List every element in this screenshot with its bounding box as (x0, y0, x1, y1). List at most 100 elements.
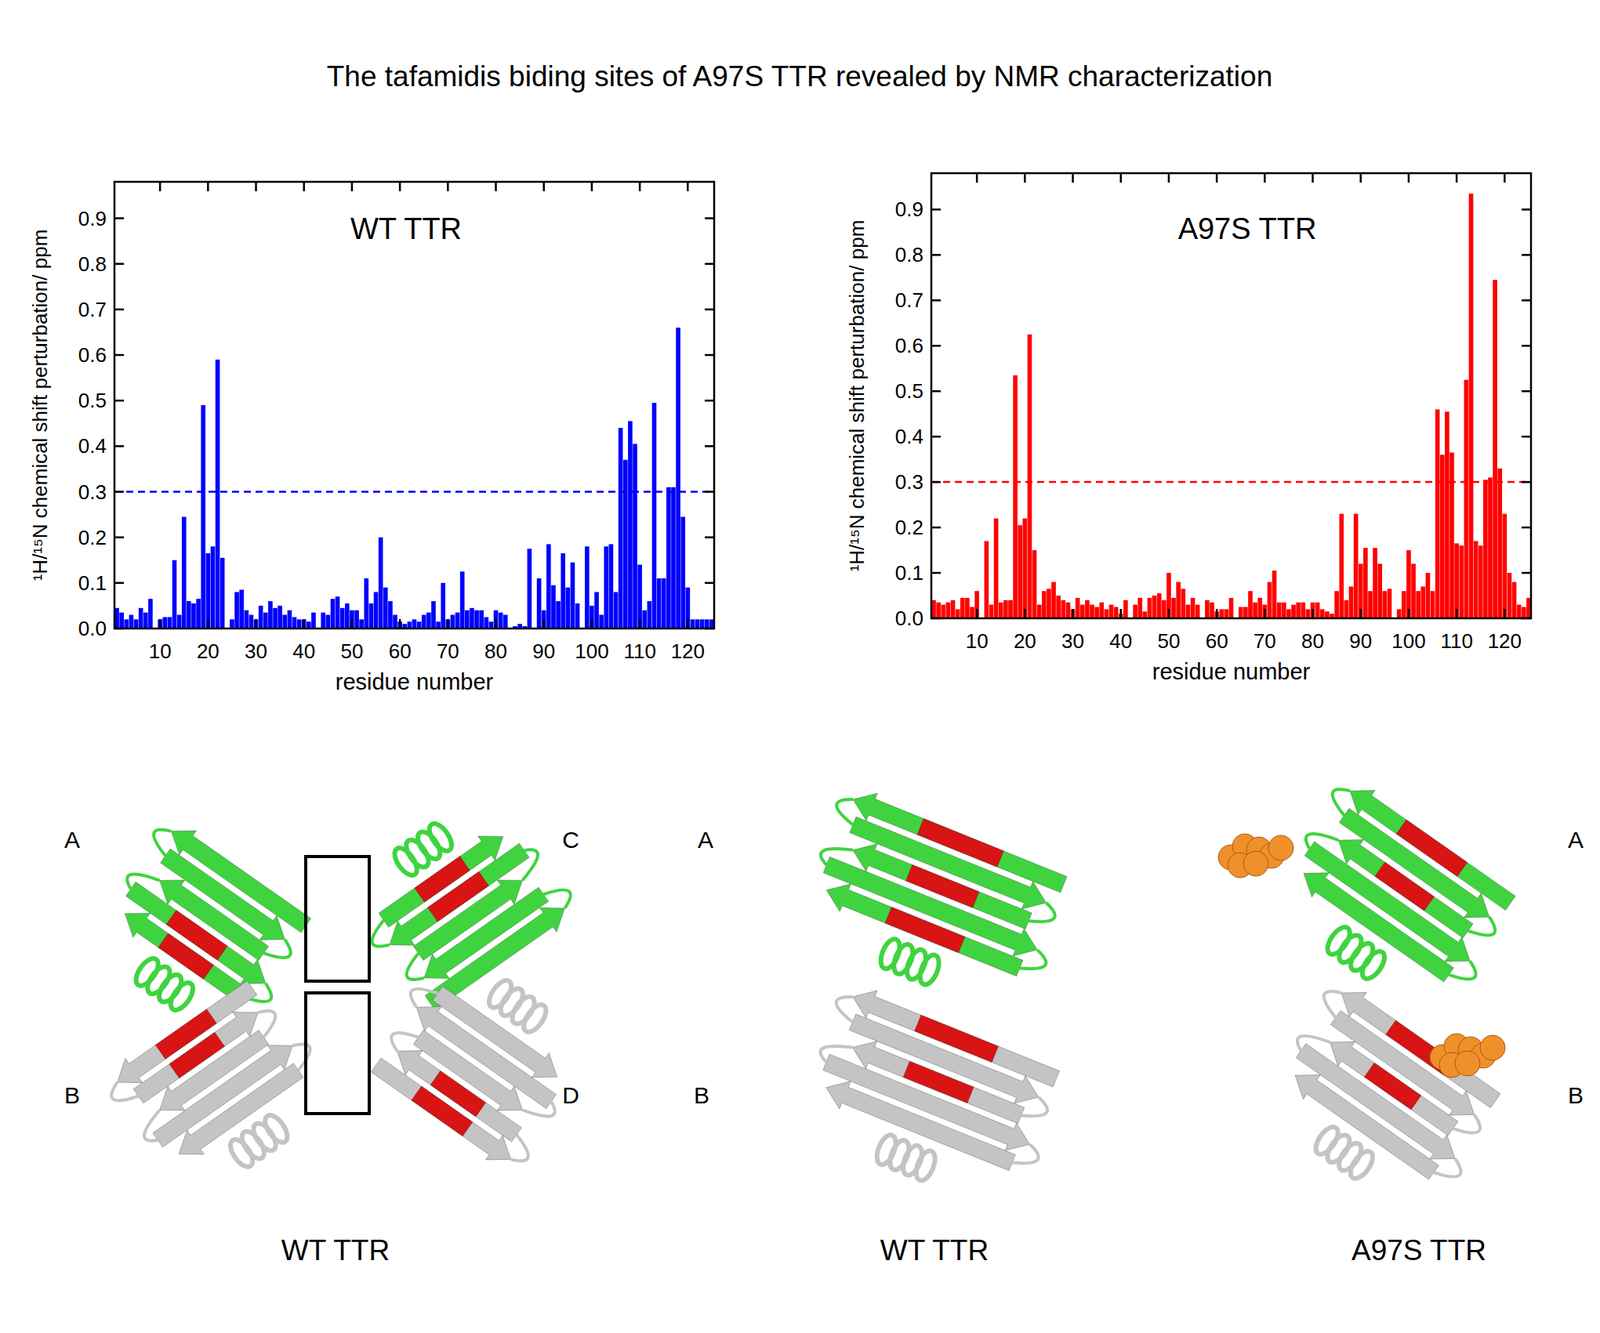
y-tick (931, 617, 941, 621)
bar (134, 619, 139, 629)
bar (503, 615, 508, 629)
bar (1353, 514, 1359, 619)
y-tick-label: 0.6 (895, 333, 924, 358)
threshold-line (931, 481, 1532, 484)
subunit (819, 990, 1060, 1184)
bar (249, 615, 254, 629)
x-tick-label: 110 (1440, 629, 1473, 654)
x-tick (254, 181, 258, 192)
loop (410, 989, 438, 1008)
bar (1449, 452, 1455, 619)
x-tick-label: 60 (1205, 629, 1229, 654)
y-tick-label: 0.2 (895, 515, 924, 540)
y-tick-label: 0.0 (895, 606, 924, 631)
bar (1415, 591, 1421, 619)
bar (1420, 586, 1426, 619)
loop (111, 1082, 138, 1101)
y-tick (1521, 299, 1532, 302)
loop (1028, 903, 1056, 922)
bar (974, 591, 980, 619)
x-tick (1455, 609, 1459, 619)
y-tick (704, 582, 715, 585)
bar (984, 540, 990, 619)
bar (297, 619, 302, 629)
ligand-atom (1454, 1051, 1481, 1077)
bar (1147, 598, 1153, 619)
bar (1483, 479, 1488, 619)
x-tick (159, 619, 162, 629)
bar (1003, 600, 1009, 619)
bar (392, 615, 398, 629)
loop (836, 799, 853, 825)
bar (426, 613, 432, 629)
x-tick-label: 80 (484, 639, 508, 664)
bar (969, 607, 975, 619)
y-tick (114, 582, 124, 585)
chain-label: B (64, 1082, 80, 1109)
x-axis-label: residue number (1152, 659, 1311, 685)
x-tick (1215, 173, 1219, 183)
helix (916, 952, 944, 988)
bar (1306, 609, 1311, 619)
bar (1286, 609, 1292, 619)
y-tick-label: 0.5 (895, 379, 924, 403)
bar (1132, 605, 1138, 619)
bars (931, 193, 1532, 619)
y-tick-label: 0.4 (78, 434, 107, 458)
loop (820, 848, 853, 865)
x-tick (1119, 609, 1122, 619)
y-tick (931, 390, 941, 393)
y-tick (704, 399, 715, 403)
x-tick-label: 90 (1349, 629, 1372, 654)
bar-chart: 0.00.10.20.30.40.50.60.70.80.91020304050… (845, 173, 1532, 685)
bar (690, 619, 696, 629)
bar (1492, 279, 1498, 619)
x-tick (591, 619, 594, 629)
bar (417, 621, 422, 629)
x-tick (591, 181, 594, 192)
bar (1444, 411, 1450, 619)
plot-frame (114, 181, 715, 629)
bar (421, 615, 427, 629)
bar (1066, 602, 1071, 619)
loop (371, 920, 389, 947)
bar (541, 610, 547, 629)
bar (1080, 605, 1085, 619)
loop (1433, 1158, 1461, 1177)
bar (119, 613, 124, 629)
bar (623, 460, 628, 629)
bar (478, 610, 484, 629)
x-tick (446, 619, 450, 629)
bar (349, 610, 355, 629)
bar (469, 608, 475, 629)
bar (1113, 607, 1119, 619)
x-tick-label: 90 (532, 639, 556, 664)
bar (1387, 588, 1393, 619)
bar (138, 608, 144, 629)
y-tick (114, 262, 124, 265)
bar (1051, 582, 1056, 619)
subunit (820, 793, 1067, 988)
bar (584, 546, 590, 629)
bar (1372, 547, 1378, 619)
y-tick (1521, 481, 1532, 484)
bar (1497, 468, 1503, 619)
bar (220, 558, 225, 629)
bar (431, 601, 436, 629)
subunit (1295, 991, 1501, 1183)
x-tick (1311, 609, 1314, 619)
bar (594, 591, 599, 629)
bar (589, 605, 595, 629)
bar (320, 613, 326, 629)
bar (455, 613, 461, 629)
y-tick-label: 0.7 (78, 297, 107, 322)
bar (1032, 550, 1038, 619)
bar (1152, 595, 1158, 619)
x-axis-label: residue number (335, 669, 494, 695)
bar (1320, 609, 1325, 619)
loop (819, 1046, 853, 1063)
y-tick (704, 627, 715, 631)
bar (652, 402, 657, 629)
bar (388, 601, 393, 629)
bar (955, 609, 961, 619)
